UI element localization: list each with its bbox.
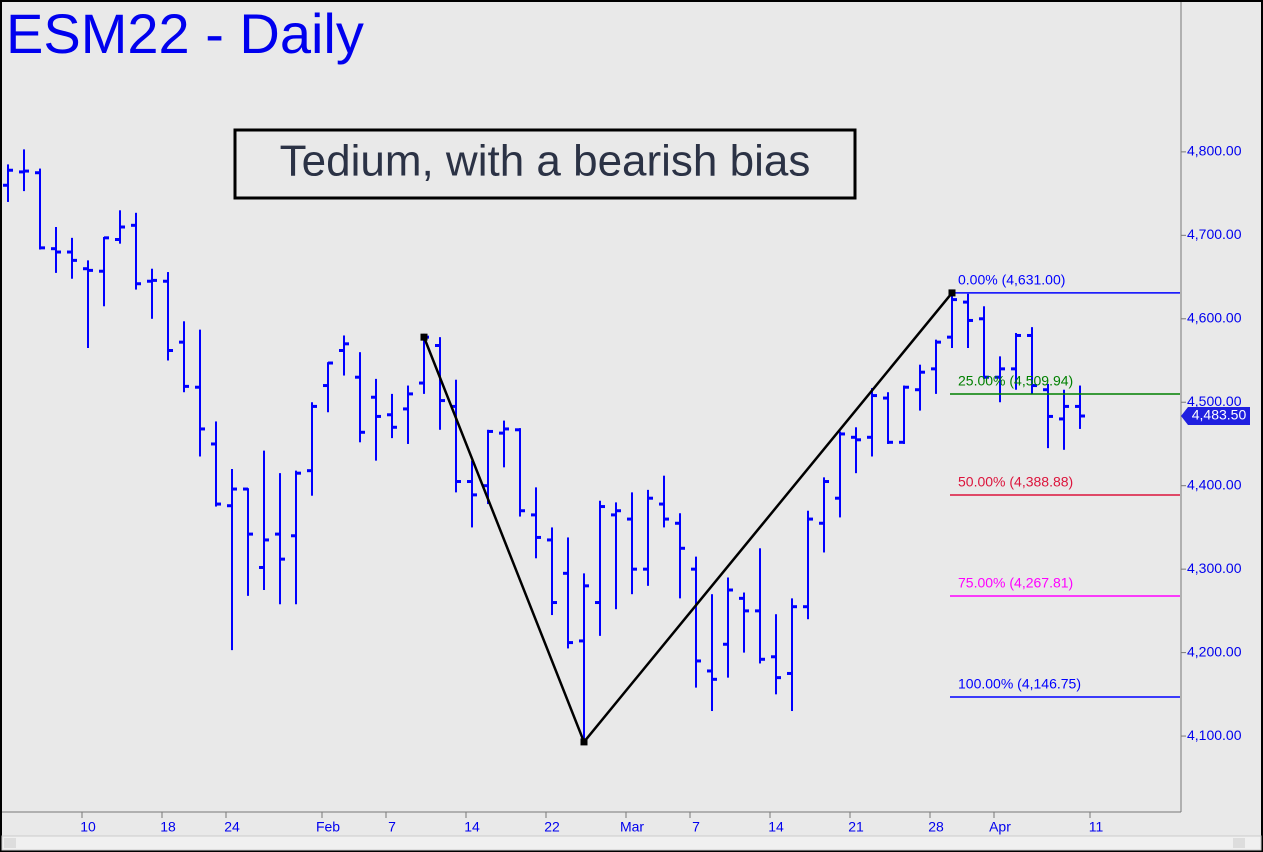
zigzag-point <box>580 738 588 746</box>
x-tick-label: 7 <box>388 819 396 835</box>
scrollbar[interactable] <box>1 835 1262 851</box>
x-tick-label: 28 <box>928 819 944 835</box>
y-tick-label: 4,100.00 <box>1187 727 1242 743</box>
zigzag-point <box>948 289 956 297</box>
x-tick-label: 24 <box>224 819 240 835</box>
zigzag-point <box>420 333 428 341</box>
x-tick-label: 10 <box>80 819 96 835</box>
fib-label: 100.00% (4,146.75) <box>958 676 1081 692</box>
fib-label: 0.00% (4,631.00) <box>958 272 1065 288</box>
annotation: Tedium, with a bearish bias <box>280 137 811 186</box>
scrollbar-track[interactable] <box>1 835 1262 851</box>
x-tick-label: 7 <box>692 819 700 835</box>
y-tick-label: 4,800.00 <box>1187 143 1242 159</box>
y-tick-label: 4,700.00 <box>1187 226 1242 242</box>
x-tick-label: 14 <box>464 819 480 835</box>
x-tick-label: 11 <box>1089 819 1104 835</box>
last-price-label: 4,483.50 <box>1192 407 1247 423</box>
y-tick-label: 4,600.00 <box>1187 309 1242 325</box>
scroll-thumb[interactable] <box>1233 838 1245 848</box>
last-price-box <box>1181 407 1250 426</box>
y-tick-label: 4,400.00 <box>1187 476 1242 492</box>
annotation-box <box>233 128 857 200</box>
chart-title: ESM22 - Daily <box>6 2 364 65</box>
x-tick-label: 22 <box>544 819 560 835</box>
y-tick-label: 4,300.00 <box>1187 560 1242 576</box>
x-tick-label: 14 <box>768 819 784 835</box>
x-tick-label: 18 <box>160 819 176 835</box>
y-tick-label: 4,500.00 <box>1187 393 1242 409</box>
fib-label: 75.00% (4,267.81) <box>958 575 1073 591</box>
x-tick-label: Mar <box>620 819 644 835</box>
x-tick-label: 21 <box>848 819 864 835</box>
plot-area: 4,100.00 4,200.00 4,300.00 4,400.00 4,500.00… <box>3 143 1250 835</box>
x-tick-label: Feb <box>316 819 340 835</box>
fib-label: 25.00% (4,509.94) <box>958 373 1073 389</box>
scroll-left[interactable] <box>4 838 16 848</box>
fib-label: 50.00% (4,388.88) <box>958 474 1073 490</box>
x-tick-label: Apr <box>989 819 1011 835</box>
y-tick-label: 4,200.00 <box>1187 643 1242 659</box>
